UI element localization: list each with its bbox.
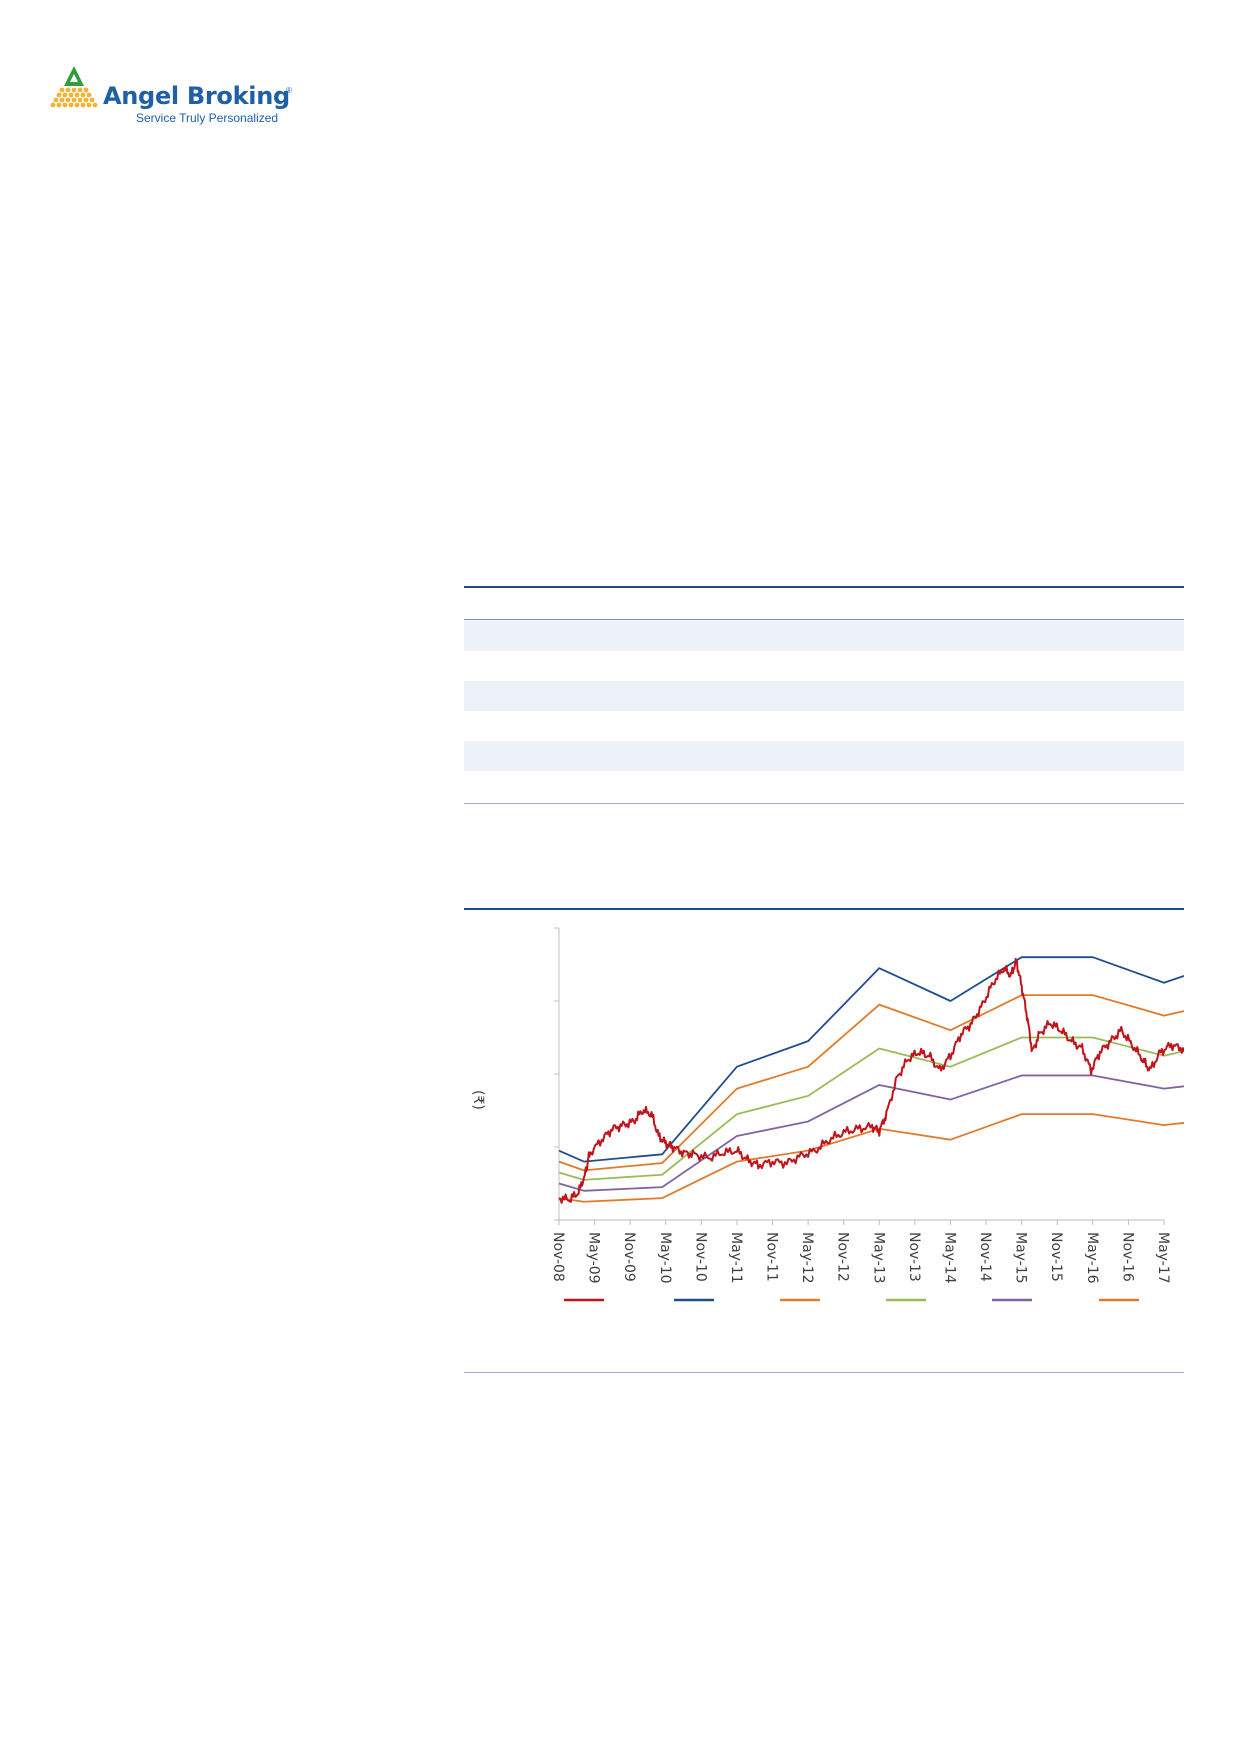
x-tick-label: May-10	[657, 1232, 673, 1284]
x-tick-label: Nov-09	[621, 1232, 637, 1282]
x-tick-label: Nov-15	[1048, 1232, 1064, 1282]
brand-logo: Angel Broking ® Service Truly Personaliz…	[48, 64, 292, 126]
table-header-rule	[464, 619, 1184, 620]
x-tick-label: May-14	[941, 1232, 957, 1284]
brand-tagline: Service Truly Personalized	[136, 111, 279, 125]
series-line-band-5	[558, 1113, 1184, 1203]
x-tick-label: Nov-13	[906, 1232, 922, 1282]
x-tick-label: May-11	[728, 1232, 744, 1284]
x-tick-label: Nov-16	[1119, 1232, 1135, 1282]
series-line-band-2	[558, 994, 1184, 1172]
table-row-stripe	[464, 681, 1184, 711]
y-axis-label: (₹)	[470, 1090, 486, 1110]
x-tick-label: Nov-08	[550, 1232, 566, 1282]
x-tick-label: May-12	[799, 1232, 815, 1284]
registered-mark: ®	[286, 86, 292, 95]
table-bottom-rule	[464, 803, 1184, 804]
chart-top-rule	[464, 908, 1184, 910]
brand-name: Angel Broking	[103, 82, 290, 110]
x-tick-label: Nov-14	[977, 1232, 993, 1282]
logo-pyramid-icon	[50, 66, 98, 108]
series-line-band-3	[558, 1036, 1184, 1181]
x-tick-label: May-17	[1155, 1232, 1171, 1284]
table-top-rule	[464, 586, 1184, 588]
table-row-stripe	[464, 741, 1184, 771]
x-tick-label: Nov-10	[692, 1232, 708, 1282]
table-row-stripe	[464, 621, 1184, 651]
x-tick-label: May-09	[586, 1232, 602, 1284]
price-band-chart: Nov-08 May-09 Nov-09 May-10 Nov-10 May-11 Nov-…	[464, 920, 1184, 1330]
x-tick-label: May-15	[1013, 1232, 1029, 1284]
series-line-band-1	[558, 956, 1184, 1163]
series-line-price	[558, 957, 1184, 1204]
chart-svg: Nov-08 May-09 Nov-09 May-10 Nov-10 May-11 Nov-…	[470, 927, 1184, 1302]
x-tick-label: May-13	[870, 1232, 886, 1284]
x-tick-label: May-16	[1084, 1232, 1100, 1284]
x-tick-label: Nov-12	[835, 1232, 851, 1282]
x-tick-label: Nov-11	[764, 1232, 780, 1282]
chart-bottom-rule	[464, 1372, 1184, 1373]
series-line-band-4	[558, 1074, 1184, 1192]
